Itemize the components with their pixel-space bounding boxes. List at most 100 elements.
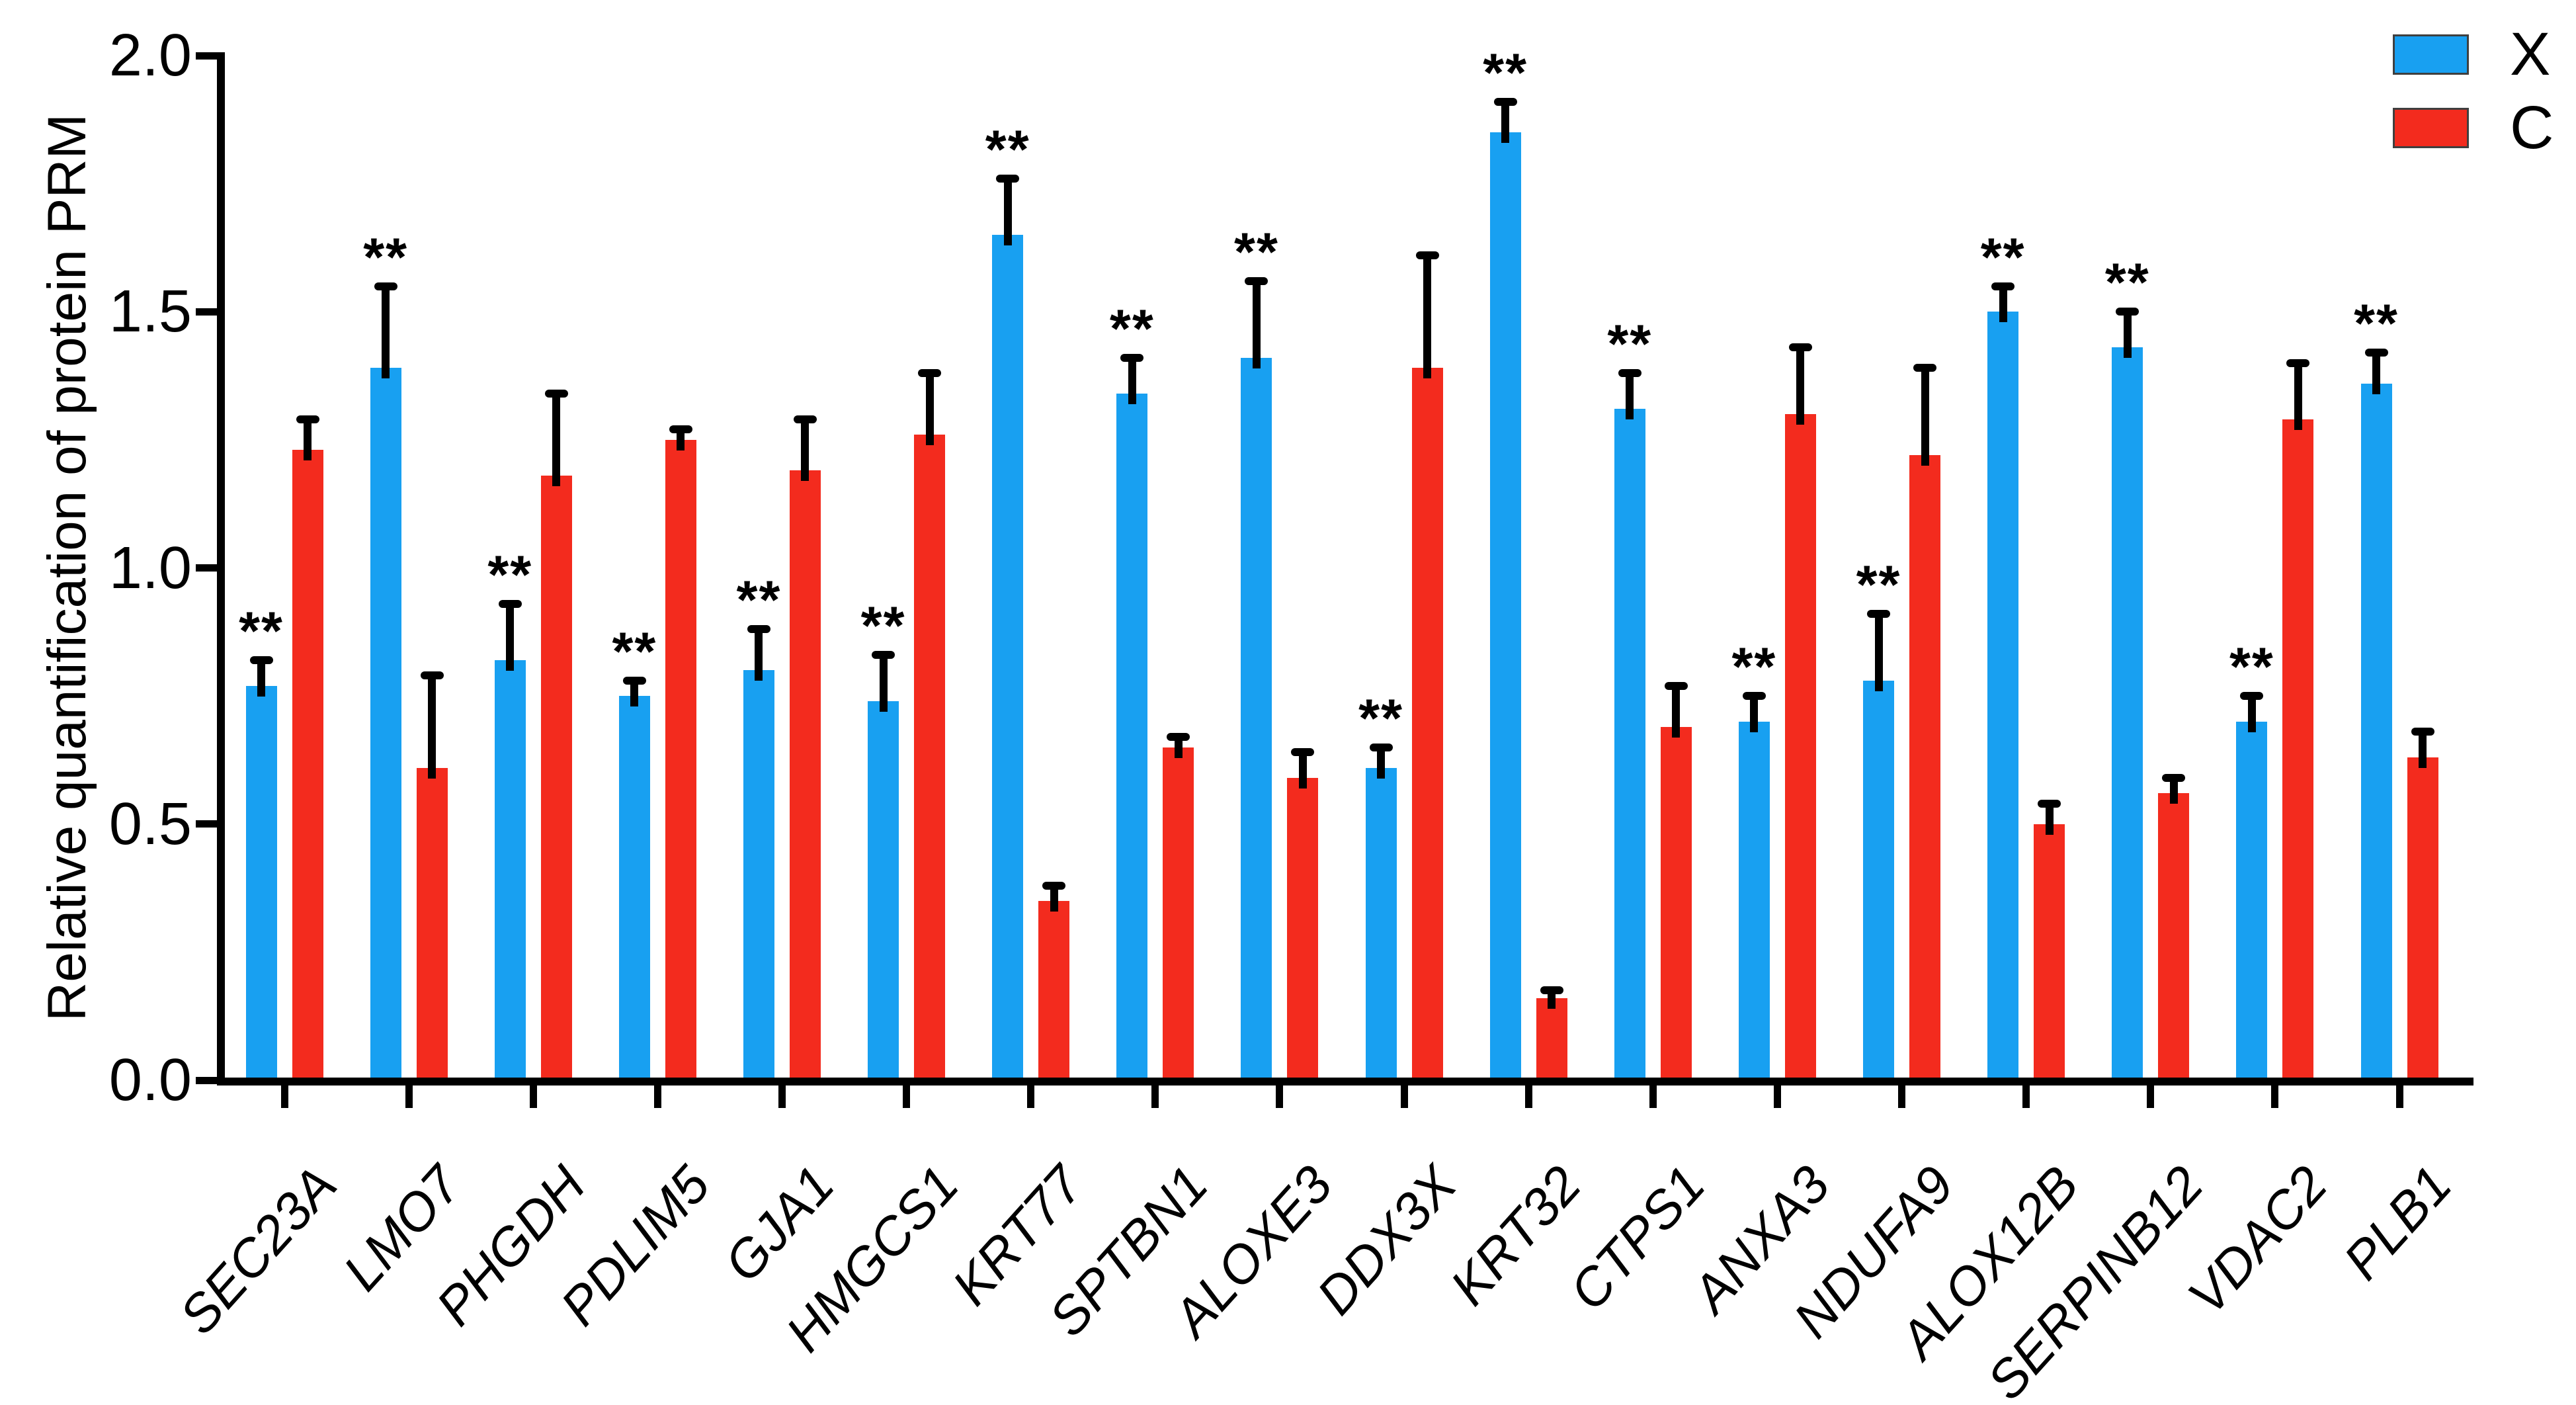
bar-c-HMGCS1 bbox=[914, 435, 946, 1080]
error-cap-c-KRT77 bbox=[1042, 881, 1066, 890]
y-tick-2.0 bbox=[196, 52, 221, 60]
significance-marker-SERPINB12: ** bbox=[2104, 253, 2150, 314]
x-tick-VDAC2 bbox=[2271, 1084, 2279, 1108]
x-tick-KRT77 bbox=[1027, 1084, 1035, 1108]
error-cap-c-ALOXE3 bbox=[1291, 748, 1315, 757]
error-bar-x-KRT77 bbox=[1003, 177, 1012, 246]
bar-x-SEC23A bbox=[245, 685, 277, 1080]
significance-marker-PHGDH: ** bbox=[487, 544, 533, 605]
x-tick-ALOXE3 bbox=[1276, 1084, 1284, 1108]
error-cap-x-PDLIM5 bbox=[622, 676, 646, 685]
bar-c-ALOXE3 bbox=[1287, 778, 1319, 1080]
x-tick-CTPS1 bbox=[1649, 1084, 1657, 1108]
bar-c-PLB1 bbox=[2407, 757, 2438, 1080]
bar-c-GJA1 bbox=[789, 470, 821, 1080]
y-tick-label-1.5: 1.5 bbox=[108, 278, 192, 345]
x-tick-PDLIM5 bbox=[653, 1084, 661, 1108]
error-cap-c-SERPINB12 bbox=[2162, 774, 2186, 783]
bar-c-SEC23A bbox=[292, 450, 323, 1080]
error-bar-x-SEC23A bbox=[257, 658, 265, 697]
error-bar-x-GJA1 bbox=[755, 628, 763, 681]
y-tick-label-0.5: 0.5 bbox=[108, 790, 192, 857]
bar-x-KRT77 bbox=[992, 235, 1024, 1080]
significance-marker-ANXA3: ** bbox=[1731, 637, 1777, 698]
error-bar-x-DDX3X bbox=[1377, 745, 1386, 779]
error-cap-c-VDAC2 bbox=[2286, 359, 2310, 367]
bar-c-ALOX12B bbox=[2034, 824, 2065, 1080]
x-tick-HMGCS1 bbox=[903, 1084, 911, 1108]
x-tick-ALOX12B bbox=[2022, 1084, 2030, 1108]
error-cap-c-CTPS1 bbox=[1664, 681, 1688, 690]
error-cap-x-KRT32 bbox=[1493, 97, 1517, 106]
error-bar-c-SEC23A bbox=[304, 417, 312, 461]
error-bar-c-HMGCS1 bbox=[925, 372, 934, 446]
error-cap-c-ALOX12B bbox=[2038, 799, 2061, 808]
bar-c-LMO7 bbox=[416, 767, 448, 1080]
error-bar-c-PLB1 bbox=[2419, 730, 2427, 769]
error-cap-c-HMGCS1 bbox=[918, 369, 942, 378]
error-cap-c-PHGDH bbox=[544, 390, 568, 398]
x-tick-DDX3X bbox=[1400, 1084, 1408, 1108]
x-tick-ANXA3 bbox=[1773, 1084, 1781, 1108]
error-bar-c-SERPINB12 bbox=[2169, 777, 2178, 804]
error-bar-c-SPTBN1 bbox=[1174, 736, 1183, 758]
bar-x-NDUFA9 bbox=[1863, 680, 1895, 1080]
error-bar-x-SERPINB12 bbox=[2123, 310, 2132, 359]
error-cap-x-KRT77 bbox=[996, 174, 1020, 183]
significance-marker-DDX3X: ** bbox=[1358, 688, 1403, 749]
error-bar-c-ALOX12B bbox=[2045, 802, 2054, 835]
bar-x-CTPS1 bbox=[1614, 409, 1645, 1080]
significance-marker-KRT32: ** bbox=[1483, 42, 1528, 103]
significance-marker-PLB1: ** bbox=[2354, 294, 2399, 355]
x-tick-SERPINB12 bbox=[2147, 1084, 2155, 1108]
error-bar-c-LMO7 bbox=[428, 674, 436, 779]
error-bar-c-ALOXE3 bbox=[1298, 751, 1307, 789]
legend-label-c: C bbox=[2510, 94, 2554, 161]
error-cap-x-DDX3X bbox=[1369, 743, 1393, 751]
significance-marker-PDLIM5: ** bbox=[612, 621, 657, 682]
error-cap-x-ALOXE3 bbox=[1245, 277, 1268, 285]
legend-swatch-c bbox=[2393, 108, 2469, 148]
significance-marker-GJA1: ** bbox=[736, 570, 782, 631]
legend-swatch-x bbox=[2393, 34, 2469, 75]
x-tick-SEC23A bbox=[280, 1084, 288, 1108]
error-bar-x-ALOX12B bbox=[1999, 284, 2007, 323]
error-bar-x-CTPS1 bbox=[1626, 372, 1634, 420]
x-tick-KRT32 bbox=[1524, 1084, 1532, 1108]
bar-c-PDLIM5 bbox=[665, 439, 696, 1080]
error-cap-c-SPTBN1 bbox=[1167, 733, 1190, 742]
error-cap-c-PLB1 bbox=[2411, 728, 2434, 736]
bar-c-ANXA3 bbox=[1784, 414, 1816, 1080]
y-tick-0.5 bbox=[196, 820, 221, 828]
error-bar-c-NDUFA9 bbox=[1921, 366, 1929, 466]
error-bar-c-KRT77 bbox=[1050, 884, 1058, 912]
error-bar-x-NDUFA9 bbox=[1874, 613, 1883, 691]
y-tick-label-1.0: 1.0 bbox=[108, 534, 192, 601]
x-tick-NDUFA9 bbox=[1898, 1084, 1906, 1108]
bar-c-PHGDH bbox=[540, 476, 572, 1080]
bar-c-KRT77 bbox=[1038, 900, 1070, 1080]
error-bar-x-KRT32 bbox=[1501, 100, 1510, 144]
x-tick-SPTBN1 bbox=[1151, 1084, 1159, 1108]
significance-marker-NDUFA9: ** bbox=[1856, 555, 1901, 616]
error-cap-x-SERPINB12 bbox=[2116, 308, 2140, 316]
error-cap-x-CTPS1 bbox=[1618, 369, 1641, 378]
bar-x-PHGDH bbox=[494, 660, 526, 1080]
bar-x-ANXA3 bbox=[1738, 721, 1770, 1080]
bar-x-VDAC2 bbox=[2236, 721, 2268, 1080]
error-cap-c-GJA1 bbox=[793, 415, 817, 423]
error-bar-x-VDAC2 bbox=[2247, 695, 2256, 732]
error-cap-c-DDX3X bbox=[1415, 251, 1439, 260]
bar-x-PDLIM5 bbox=[618, 696, 650, 1080]
bar-x-SERPINB12 bbox=[2112, 347, 2143, 1080]
bar-x-SPTBN1 bbox=[1116, 394, 1148, 1080]
error-bar-c-CTPS1 bbox=[1672, 684, 1681, 738]
error-cap-c-NDUFA9 bbox=[1913, 364, 1937, 372]
y-tick-label-2.0: 2.0 bbox=[108, 22, 192, 89]
significance-marker-LMO7: ** bbox=[363, 227, 409, 288]
significance-marker-ALOXE3: ** bbox=[1234, 222, 1279, 282]
bar-x-LMO7 bbox=[370, 368, 401, 1080]
bar-c-CTPS1 bbox=[1660, 726, 1692, 1080]
